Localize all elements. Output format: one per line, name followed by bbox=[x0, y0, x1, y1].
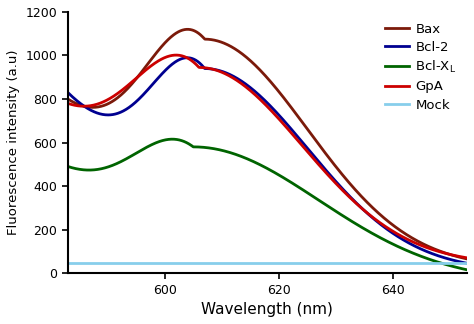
Bcl-2 bbox=[377, 222, 383, 226]
Bcl-X$_\mathregular{L}$ bbox=[65, 165, 71, 168]
Y-axis label: Fluorescence intensity (a.u): Fluorescence intensity (a.u) bbox=[7, 50, 20, 235]
Bax bbox=[377, 212, 383, 216]
Mock bbox=[464, 261, 470, 265]
Mock bbox=[65, 261, 71, 265]
Mock bbox=[383, 261, 389, 265]
GpA bbox=[65, 101, 71, 105]
Bax bbox=[464, 257, 470, 261]
Bcl-2 bbox=[241, 81, 247, 85]
Bax bbox=[227, 44, 233, 48]
GpA bbox=[227, 74, 233, 78]
GpA bbox=[106, 97, 111, 101]
Bcl-2 bbox=[227, 73, 233, 76]
Bcl-X$_\mathregular{L}$ bbox=[170, 137, 175, 141]
Bcl-X$_\mathregular{L}$ bbox=[339, 214, 345, 217]
X-axis label: Wavelength (nm): Wavelength (nm) bbox=[201, 302, 333, 317]
Bax bbox=[241, 53, 247, 57]
Bcl-2 bbox=[464, 261, 470, 265]
Bax bbox=[185, 27, 191, 31]
Line: Bax: Bax bbox=[68, 29, 467, 259]
Line: GpA: GpA bbox=[68, 55, 467, 258]
Bcl-X$_\mathregular{L}$ bbox=[384, 239, 390, 243]
Mock bbox=[227, 261, 232, 265]
GpA bbox=[173, 53, 179, 57]
Bax bbox=[384, 218, 390, 222]
GpA bbox=[377, 220, 383, 224]
Legend: Bax, Bcl-2, Bcl-X$_\mathregular{L}$, GpA, Mock: Bax, Bcl-2, Bcl-X$_\mathregular{L}$, GpA… bbox=[381, 18, 460, 116]
Mock bbox=[376, 261, 382, 265]
Bcl-X$_\mathregular{L}$ bbox=[241, 156, 247, 159]
Bax bbox=[339, 173, 345, 177]
Mock bbox=[241, 261, 246, 265]
Mock bbox=[339, 261, 345, 265]
Bcl-2 bbox=[339, 187, 345, 191]
Bcl-X$_\mathregular{L}$ bbox=[227, 151, 233, 155]
GpA bbox=[339, 188, 345, 192]
GpA bbox=[384, 226, 390, 229]
Bcl-2 bbox=[106, 113, 111, 117]
Bax bbox=[65, 97, 71, 101]
GpA bbox=[241, 84, 247, 87]
Bcl-X$_\mathregular{L}$ bbox=[106, 165, 111, 169]
Bcl-2 bbox=[184, 56, 190, 60]
Bcl-X$_\mathregular{L}$ bbox=[464, 268, 470, 272]
Bcl-X$_\mathregular{L}$ bbox=[377, 235, 383, 239]
Mock bbox=[106, 261, 111, 265]
Line: Bcl-X$_\mathregular{L}$: Bcl-X$_\mathregular{L}$ bbox=[68, 139, 467, 270]
GpA bbox=[464, 256, 470, 260]
Bcl-2 bbox=[384, 227, 390, 231]
Line: Bcl-2: Bcl-2 bbox=[68, 58, 467, 263]
Bcl-2 bbox=[65, 90, 71, 94]
Bax bbox=[106, 101, 111, 105]
